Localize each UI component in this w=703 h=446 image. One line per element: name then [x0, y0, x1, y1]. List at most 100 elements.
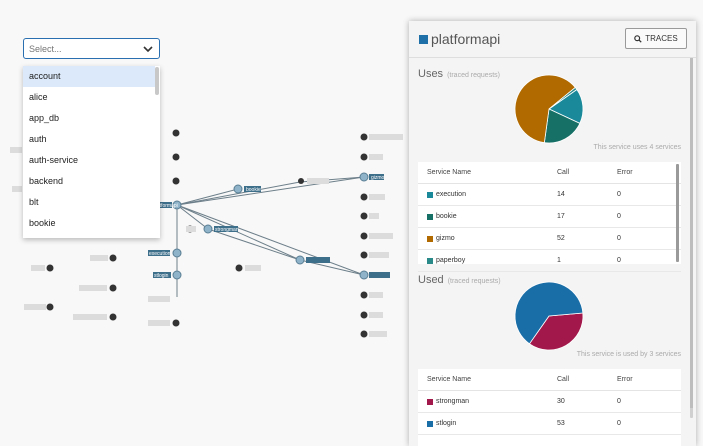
call-count: 53: [557, 420, 565, 427]
used-pie-chart[interactable]: [512, 279, 586, 353]
table-row[interactable]: gizmo 52 0: [418, 228, 681, 250]
used-table: Service Name Call Error strongman 30 0 stlo…: [418, 369, 681, 446]
service-color-swatch: [427, 398, 433, 405]
uses-table-header: Service Name Call Error: [418, 162, 681, 184]
uses-pie-chart[interactable]: [512, 72, 586, 146]
call-count: 52: [557, 235, 565, 242]
used-table-header: Service Name Call Error: [418, 369, 681, 391]
call-count: 1: [557, 257, 561, 264]
column-error[interactable]: Error: [617, 376, 633, 383]
traces-button-label: TRACES: [645, 34, 678, 43]
table-row[interactable]: stlogin 53 0: [418, 413, 681, 435]
service-detail-panel: platformapi TRACES Uses (traced requests)…: [409, 21, 696, 446]
column-service-name[interactable]: Service Name: [427, 376, 471, 383]
graph-node-labels: [10, 134, 403, 337]
uses-title: Uses: [418, 68, 444, 80]
tag-service: [369, 272, 390, 278]
uses-table: Service Name Call Error execution 14 0 book…: [418, 162, 681, 272]
panel-header: platformapi TRACES: [409, 21, 696, 58]
service-name: paperboy: [436, 257, 466, 264]
dropdown-option-alice[interactable]: alice: [29, 92, 48, 102]
used-table-body: strongman 30 0 stlogin 53 0: [418, 391, 681, 435]
uses-subtitle: (traced requests): [447, 72, 500, 79]
dropdown-option-auth-service[interactable]: auth-service: [29, 155, 79, 165]
error-count: 0: [617, 213, 621, 220]
service-search-input[interactable]: [29, 42, 139, 56]
tag-execution-text: execution: [149, 251, 171, 257]
column-error[interactable]: Error: [617, 169, 633, 176]
tag-bookie: [244, 186, 261, 192]
chevron-down-icon[interactable]: [141, 42, 155, 56]
uses-section-title: Uses (traced requests): [418, 68, 500, 80]
table-row[interactable]: bookie 17 0: [418, 206, 681, 228]
panel-scrollbar[interactable]: [690, 58, 693, 418]
table-row[interactable]: paperboy 1 0: [418, 250, 681, 272]
service-name-cell: execution: [418, 191, 557, 198]
graph-active-labels[interactable]: bookie gizmo execution strongman stlogin…: [148, 174, 390, 279]
tag-gizmo-text: gizmo: [371, 175, 385, 181]
service-select[interactable]: [23, 38, 160, 59]
dropdown-option-app-db[interactable]: app_db: [29, 113, 60, 123]
pie-slice-stlogin[interactable]: [514, 281, 584, 345]
error-count: 0: [617, 257, 621, 264]
panel-scrollbar-thumb[interactable]: [690, 58, 693, 408]
service-name: execution: [436, 191, 466, 198]
error-count: 0: [617, 398, 621, 405]
tag-bookie-text: bookie: [246, 187, 261, 193]
column-service-name[interactable]: Service Name: [427, 169, 471, 176]
tag-platformapi: [152, 202, 172, 208]
service-name: gizmo: [436, 235, 455, 242]
panel-body[interactable]: Uses (traced requests) This service uses …: [409, 58, 696, 446]
service-name: bookie: [436, 213, 457, 220]
service-name-cell: stlogin: [418, 420, 557, 427]
service-name-cell: bookie: [418, 213, 557, 220]
service-color-swatch: [427, 257, 433, 264]
pie-slice-strongman[interactable]: [528, 312, 584, 351]
service-color-swatch: [427, 191, 433, 198]
tag-gizmo: [369, 174, 384, 180]
pie-slice-gizmo[interactable]: [514, 74, 576, 144]
graph-edges: [176, 176, 365, 297]
service-dropdown-list[interactable]: account alice app_db auth auth-service b…: [23, 66, 160, 238]
column-call[interactable]: Call: [557, 376, 570, 383]
tag-stlogin: [153, 272, 171, 278]
uses-table-scrollbar[interactable]: [676, 164, 679, 262]
traces-button[interactable]: TRACES: [625, 28, 687, 49]
error-count: 0: [617, 235, 621, 242]
used-note: This service is used by 3 services: [576, 351, 681, 358]
dropdown-option-backend[interactable]: backend: [29, 176, 64, 186]
tag-strongman-text: strongman: [215, 227, 239, 233]
service-color-swatch: [427, 213, 433, 220]
pie-slice-bookie[interactable]: [543, 108, 581, 144]
uses-note: This service uses 4 services: [593, 144, 681, 151]
service-name: stlogin: [436, 420, 457, 427]
call-count: 14: [557, 191, 565, 198]
uses-table-body: execution 14 0 bookie 17 0 gizmo 52 0 paperboy 1 0: [418, 184, 681, 272]
pie-slice-paperboy[interactable]: [548, 86, 578, 110]
table-row[interactable]: strongman 30 0: [418, 391, 681, 413]
error-count: 0: [617, 191, 621, 198]
service-name-cell: gizmo: [418, 235, 557, 242]
dropdown-option-bookie[interactable]: bookie: [29, 218, 56, 228]
service-color-swatch: [427, 235, 433, 242]
dropdown-option-auth[interactable]: auth: [29, 134, 47, 144]
dropdown-option-blt[interactable]: blt: [29, 197, 39, 207]
used-section-title: Used (traced requests): [418, 274, 501, 286]
dropdown-scrollbar[interactable]: [155, 67, 159, 95]
tag-execution: [148, 250, 170, 256]
graph-active-nodes[interactable]: [172, 172, 369, 280]
tag-stlogin-text: stlogin: [154, 273, 169, 279]
used-subtitle: (traced requests): [447, 278, 501, 285]
panel-title: platformapi: [431, 31, 501, 47]
table-row[interactable]: execution 14 0: [418, 184, 681, 206]
dropdown-option-account[interactable]: account: [23, 66, 155, 87]
service-color-swatch: [427, 420, 433, 427]
graph-nodes[interactable]: [46, 129, 368, 338]
search-icon: [634, 34, 642, 43]
column-call[interactable]: Call: [557, 169, 570, 176]
tag-platformapi-text: platformapi: [153, 203, 178, 209]
service-name-cell: paperboy: [418, 257, 557, 264]
error-count: 0: [617, 420, 621, 427]
tag-paperboy: [306, 257, 330, 263]
